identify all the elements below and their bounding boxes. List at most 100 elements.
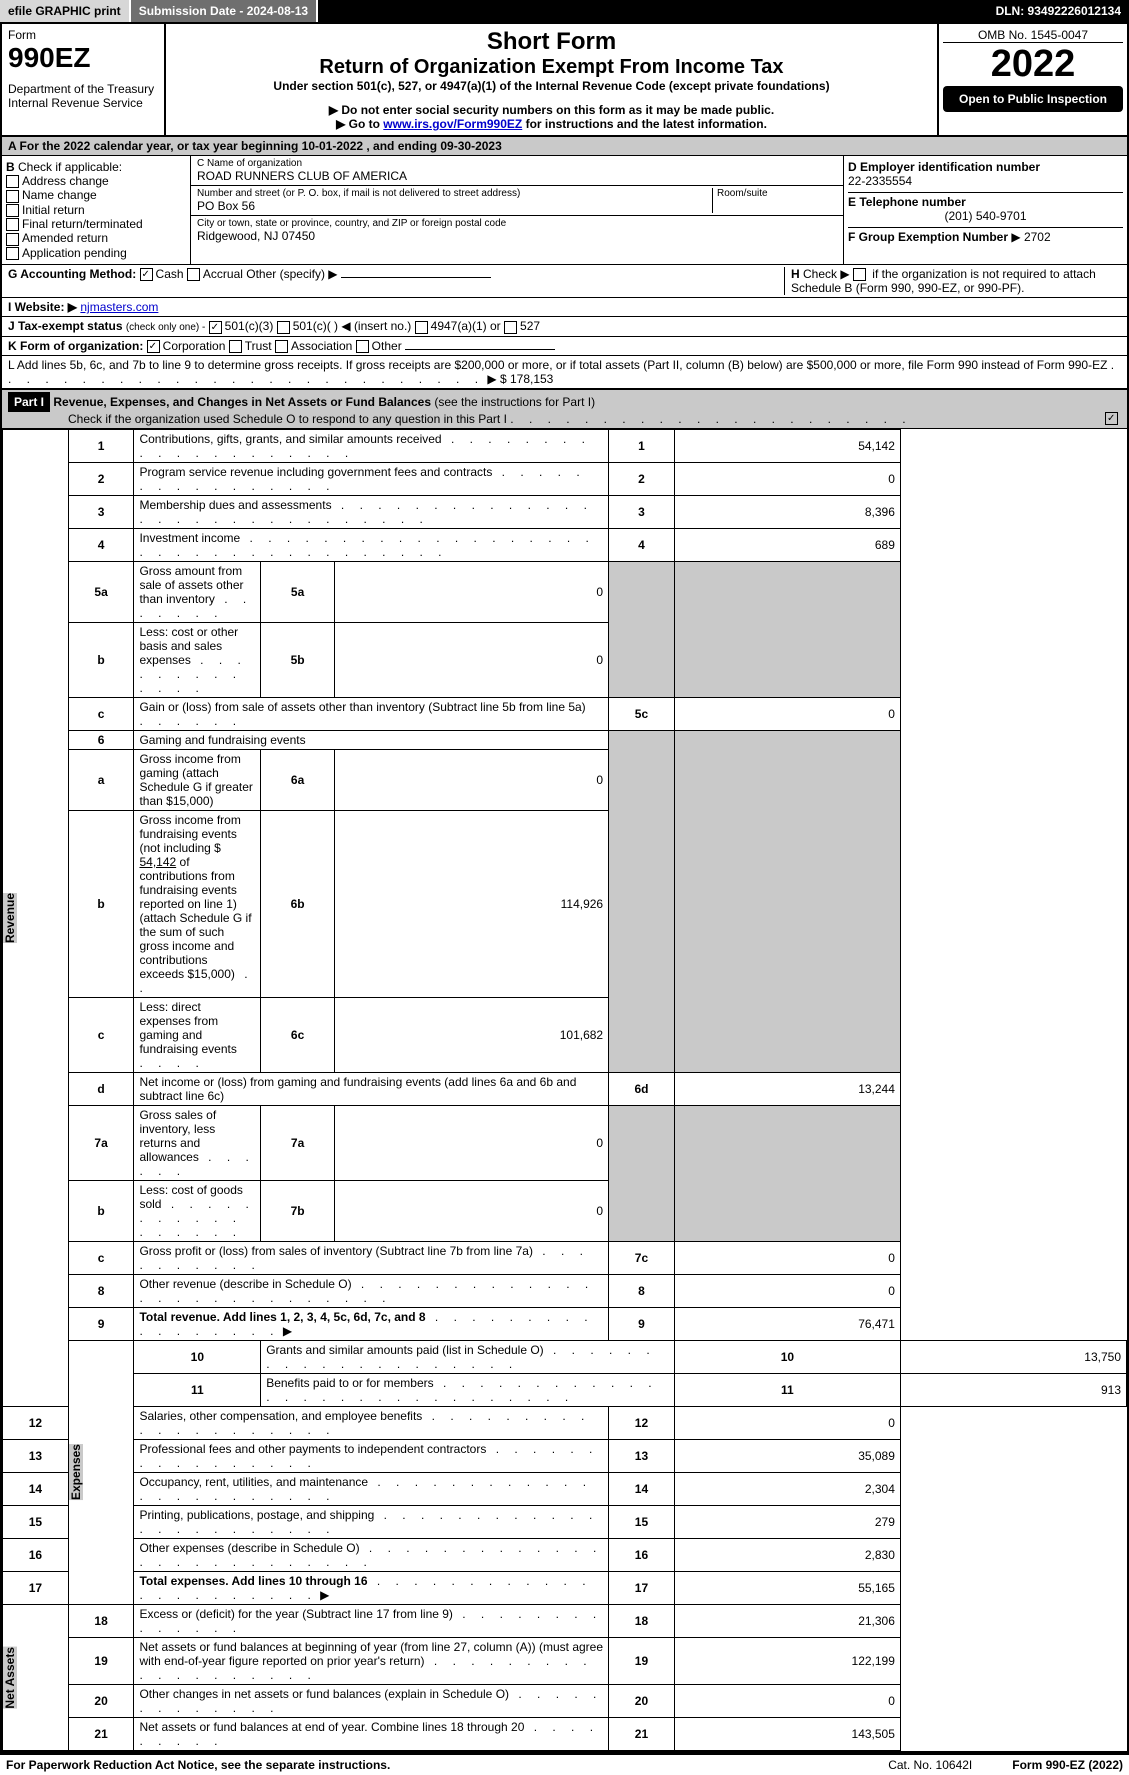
trust-label: Trust [245,339,272,353]
table-row: bLess: cost of goods sold . . . . . . . … [3,1180,1127,1241]
section-gh: G Accounting Method: Cash Accrual Other … [0,265,1129,298]
table-row: Expenses 10Grants and similar amounts pa… [3,1340,1127,1373]
accounting-label: G Accounting Method: [8,267,136,281]
table-row: 15Printing, publications, postage, and s… [3,1505,1127,1538]
line-6d-val: 13,244 [674,1072,900,1105]
line-14-val: 2,304 [674,1472,900,1505]
line-3-desc: Membership dues and assessments [139,498,331,512]
line-14-desc: Occupancy, rent, utilities, and maintena… [139,1475,368,1489]
line-16-val: 2,830 [674,1538,900,1571]
table-row: 16Other expenses (describe in Schedule O… [3,1538,1127,1571]
checkbox-amended-return[interactable] [6,233,19,246]
corporation-label: Corporation [163,339,226,353]
line-21-desc: Net assets or fund balances at end of ye… [139,1720,524,1734]
line-1-rnum: 1 [609,429,675,462]
table-row: 8Other revenue (describe in Schedule O) … [3,1274,1127,1307]
revenue-vertical-label: Revenue [3,893,17,943]
checkbox-accrual[interactable] [187,268,200,281]
bcdef-block: B Check if applicable: Address change Na… [0,156,1129,265]
checkbox-trust[interactable] [229,340,242,353]
checkbox-schedule-b[interactable] [853,268,866,281]
line-5a-val: 0 [334,561,608,622]
table-row: 7aGross sales of inventory, less returns… [3,1105,1127,1180]
table-row: 13Professional fees and other payments t… [3,1439,1127,1472]
omb-number: OMB No. 1545-0047 [943,28,1123,43]
ein-value: 22-2335554 [848,174,912,188]
4947-label: 4947(a)(1) or [431,319,501,333]
schedule-o-check-text: Check if the organization used Schedule … [68,412,507,426]
line-7b-val: 0 [334,1180,608,1241]
initial-return-label: Initial return [22,203,85,217]
footer-form-label: Form 990-EZ (2022) [1012,1758,1123,1772]
other-org-input[interactable] [405,349,555,350]
form-number: 990EZ [8,42,158,74]
line-15-val: 279 [674,1505,900,1538]
checkbox-4947[interactable] [415,321,428,334]
website-link[interactable]: njmasters.com [80,300,158,314]
website-label: I Website: ▶ [8,300,77,314]
line-6c-desc: Less: direct expenses from gaming and fu… [139,1000,236,1056]
checkbox-association[interactable] [275,340,288,353]
line-13-val: 35,089 [674,1439,900,1472]
street-value: PO Box 56 [197,199,712,213]
section-h-label: H [791,267,800,281]
line-21-val: 143,505 [674,1717,900,1750]
phone-label: E Telephone number [848,195,966,209]
line-8-val: 0 [674,1274,900,1307]
line-6a-val: 0 [334,749,608,810]
checkbox-final-return[interactable] [6,218,19,231]
other-specify-input[interactable] [341,277,491,278]
irs-label: Internal Revenue Service [8,96,158,110]
line-4-desc: Investment income [139,531,240,545]
table-row: aGross income from gaming (attach Schedu… [3,749,1127,810]
checkbox-address-change[interactable] [6,175,19,188]
line-5c-desc: Gain or (loss) from sale of assets other… [139,700,585,714]
header-left: Form 990EZ Department of the Treasury In… [2,24,166,135]
accrual-label: Accrual [203,267,243,281]
table-row: 21Net assets or fund balances at end of … [3,1717,1127,1750]
line-9-desc: Total revenue. Add lines 1, 2, 3, 4, 5c,… [139,1310,425,1324]
other-org-label: Other [372,339,402,353]
line-1-val: 54,142 [674,429,900,462]
table-row: bGross income from fundraising events (n… [3,810,1127,997]
group-exemption-label: F Group Exemption Number [848,230,1008,244]
checkbox-application-pending[interactable] [6,247,19,260]
efile-label[interactable]: efile GRAPHIC print [0,0,131,22]
table-row: 2Program service revenue including gover… [3,462,1127,495]
irs-link[interactable]: www.irs.gov/Form990EZ [383,117,522,131]
org-name-label: C Name of organization [197,158,837,169]
line-6c-val: 101,682 [334,997,608,1072]
line-5b-val: 0 [334,622,608,697]
checkbox-cash[interactable] [140,268,153,281]
checkbox-501c[interactable] [277,321,290,334]
checkbox-schedule-o[interactable] [1105,412,1118,425]
group-exemption-value: 2702 [1024,230,1051,244]
line-15-desc: Printing, publications, postage, and shi… [139,1508,374,1522]
table-row: Net Assets 18Excess or (deficit) for the… [3,1604,1127,1637]
subtitle: Under section 501(c), 527, or 4947(a)(1)… [170,79,933,93]
line-17-desc: Total expenses. Add lines 10 through 16 [139,1574,367,1588]
line-10-desc: Grants and similar amounts paid (list in… [266,1343,543,1357]
street-label: Number and street (or P. O. box, if mail… [197,188,712,199]
line-7a-val: 0 [334,1105,608,1180]
line-12-val: 0 [674,1406,900,1439]
checkbox-527[interactable] [504,321,517,334]
line-1-desc: Contributions, gifts, grants, and simila… [139,432,441,446]
checkbox-501c3[interactable] [209,321,222,334]
table-row: 4Investment income . . . . . . . . . . .… [3,528,1127,561]
check-only-one: (check only one) - [126,322,205,333]
short-form-title: Short Form [170,28,933,56]
top-banner: efile GRAPHIC print Submission Date - 20… [0,0,1129,24]
net-assets-vertical-label: Net Assets [3,1647,17,1709]
checkbox-corporation[interactable] [147,340,160,353]
open-to-public: Open to Public Inspection [943,86,1123,112]
line-10-val: 13,750 [900,1340,1126,1373]
line-9-val: 76,471 [674,1307,900,1340]
checkbox-initial-return[interactable] [6,204,19,217]
checkbox-name-change[interactable] [6,190,19,203]
line-19-val: 122,199 [674,1637,900,1684]
dots: . . . . . . . . . . . . . . . . . . . . … [510,412,911,426]
checkbox-other-org[interactable] [356,340,369,353]
tax-exempt-label: J Tax-exempt status [8,319,123,333]
line-12-desc: Salaries, other compensation, and employ… [139,1409,422,1423]
